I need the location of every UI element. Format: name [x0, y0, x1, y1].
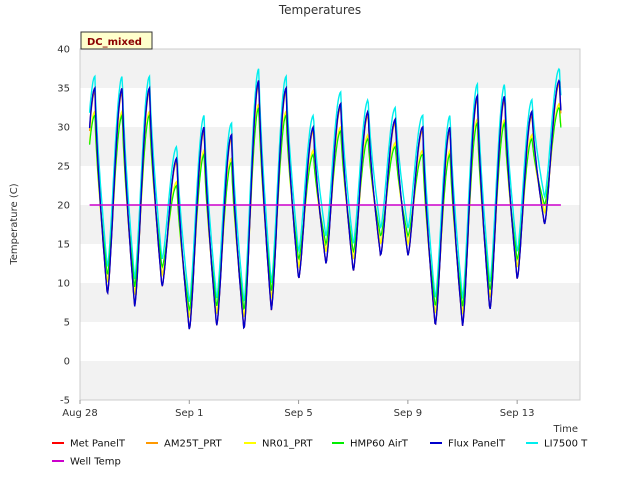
x-tick-label: Sep 5 [284, 408, 312, 419]
x-axis-label: Time [553, 424, 578, 435]
y-axis-label: Temperature (C) [9, 183, 20, 265]
y-tick-label: -5 [60, 396, 70, 407]
y-tick-label: 30 [57, 123, 70, 134]
y-tick-label: 5 [64, 318, 70, 329]
y-tick-label: 0 [64, 357, 70, 368]
y-tick-label: 25 [57, 162, 70, 173]
y-tick-label: 15 [57, 240, 70, 251]
x-tick-label: Sep 9 [394, 408, 422, 419]
legend-label: Met PanelT [70, 439, 126, 450]
y-tick-label: 20 [57, 201, 70, 212]
grid-band [80, 127, 580, 166]
y-tick-label: 40 [57, 45, 70, 56]
grid-band [80, 283, 580, 322]
legend-label: Well Temp [70, 457, 121, 468]
dataset-badge: DC_mixed [80, 31, 153, 50]
legend-label: LI7500 T [544, 439, 588, 450]
legend: Met PanelT AM25T_PRT NR01_PRT HMP60 AirT Flu… [52, 439, 588, 468]
grid-band [80, 361, 580, 400]
plot-frame [79, 48, 581, 401]
legend-label: NR01_PRT [262, 439, 313, 450]
x-tick-label: Sep 1 [175, 408, 203, 419]
y-tick-label: 10 [57, 279, 70, 290]
legend-label: Flux PanelT [448, 439, 506, 450]
series-line-li7500-t [88, 67, 562, 303]
x-tick-label: Aug 28 [62, 408, 97, 419]
x-tick-label: Sep 13 [500, 408, 535, 419]
y-tick-label: 35 [57, 84, 70, 95]
grid-band [80, 49, 580, 88]
legend-label: AM25T_PRT [164, 439, 223, 450]
series-line-flux-panelt [88, 79, 562, 330]
badge-box [80, 31, 153, 50]
legend-label: HMP60 AirT [350, 439, 409, 450]
badge-label: DC_mixed [87, 37, 142, 48]
chart-title: Temperatures [278, 3, 361, 17]
